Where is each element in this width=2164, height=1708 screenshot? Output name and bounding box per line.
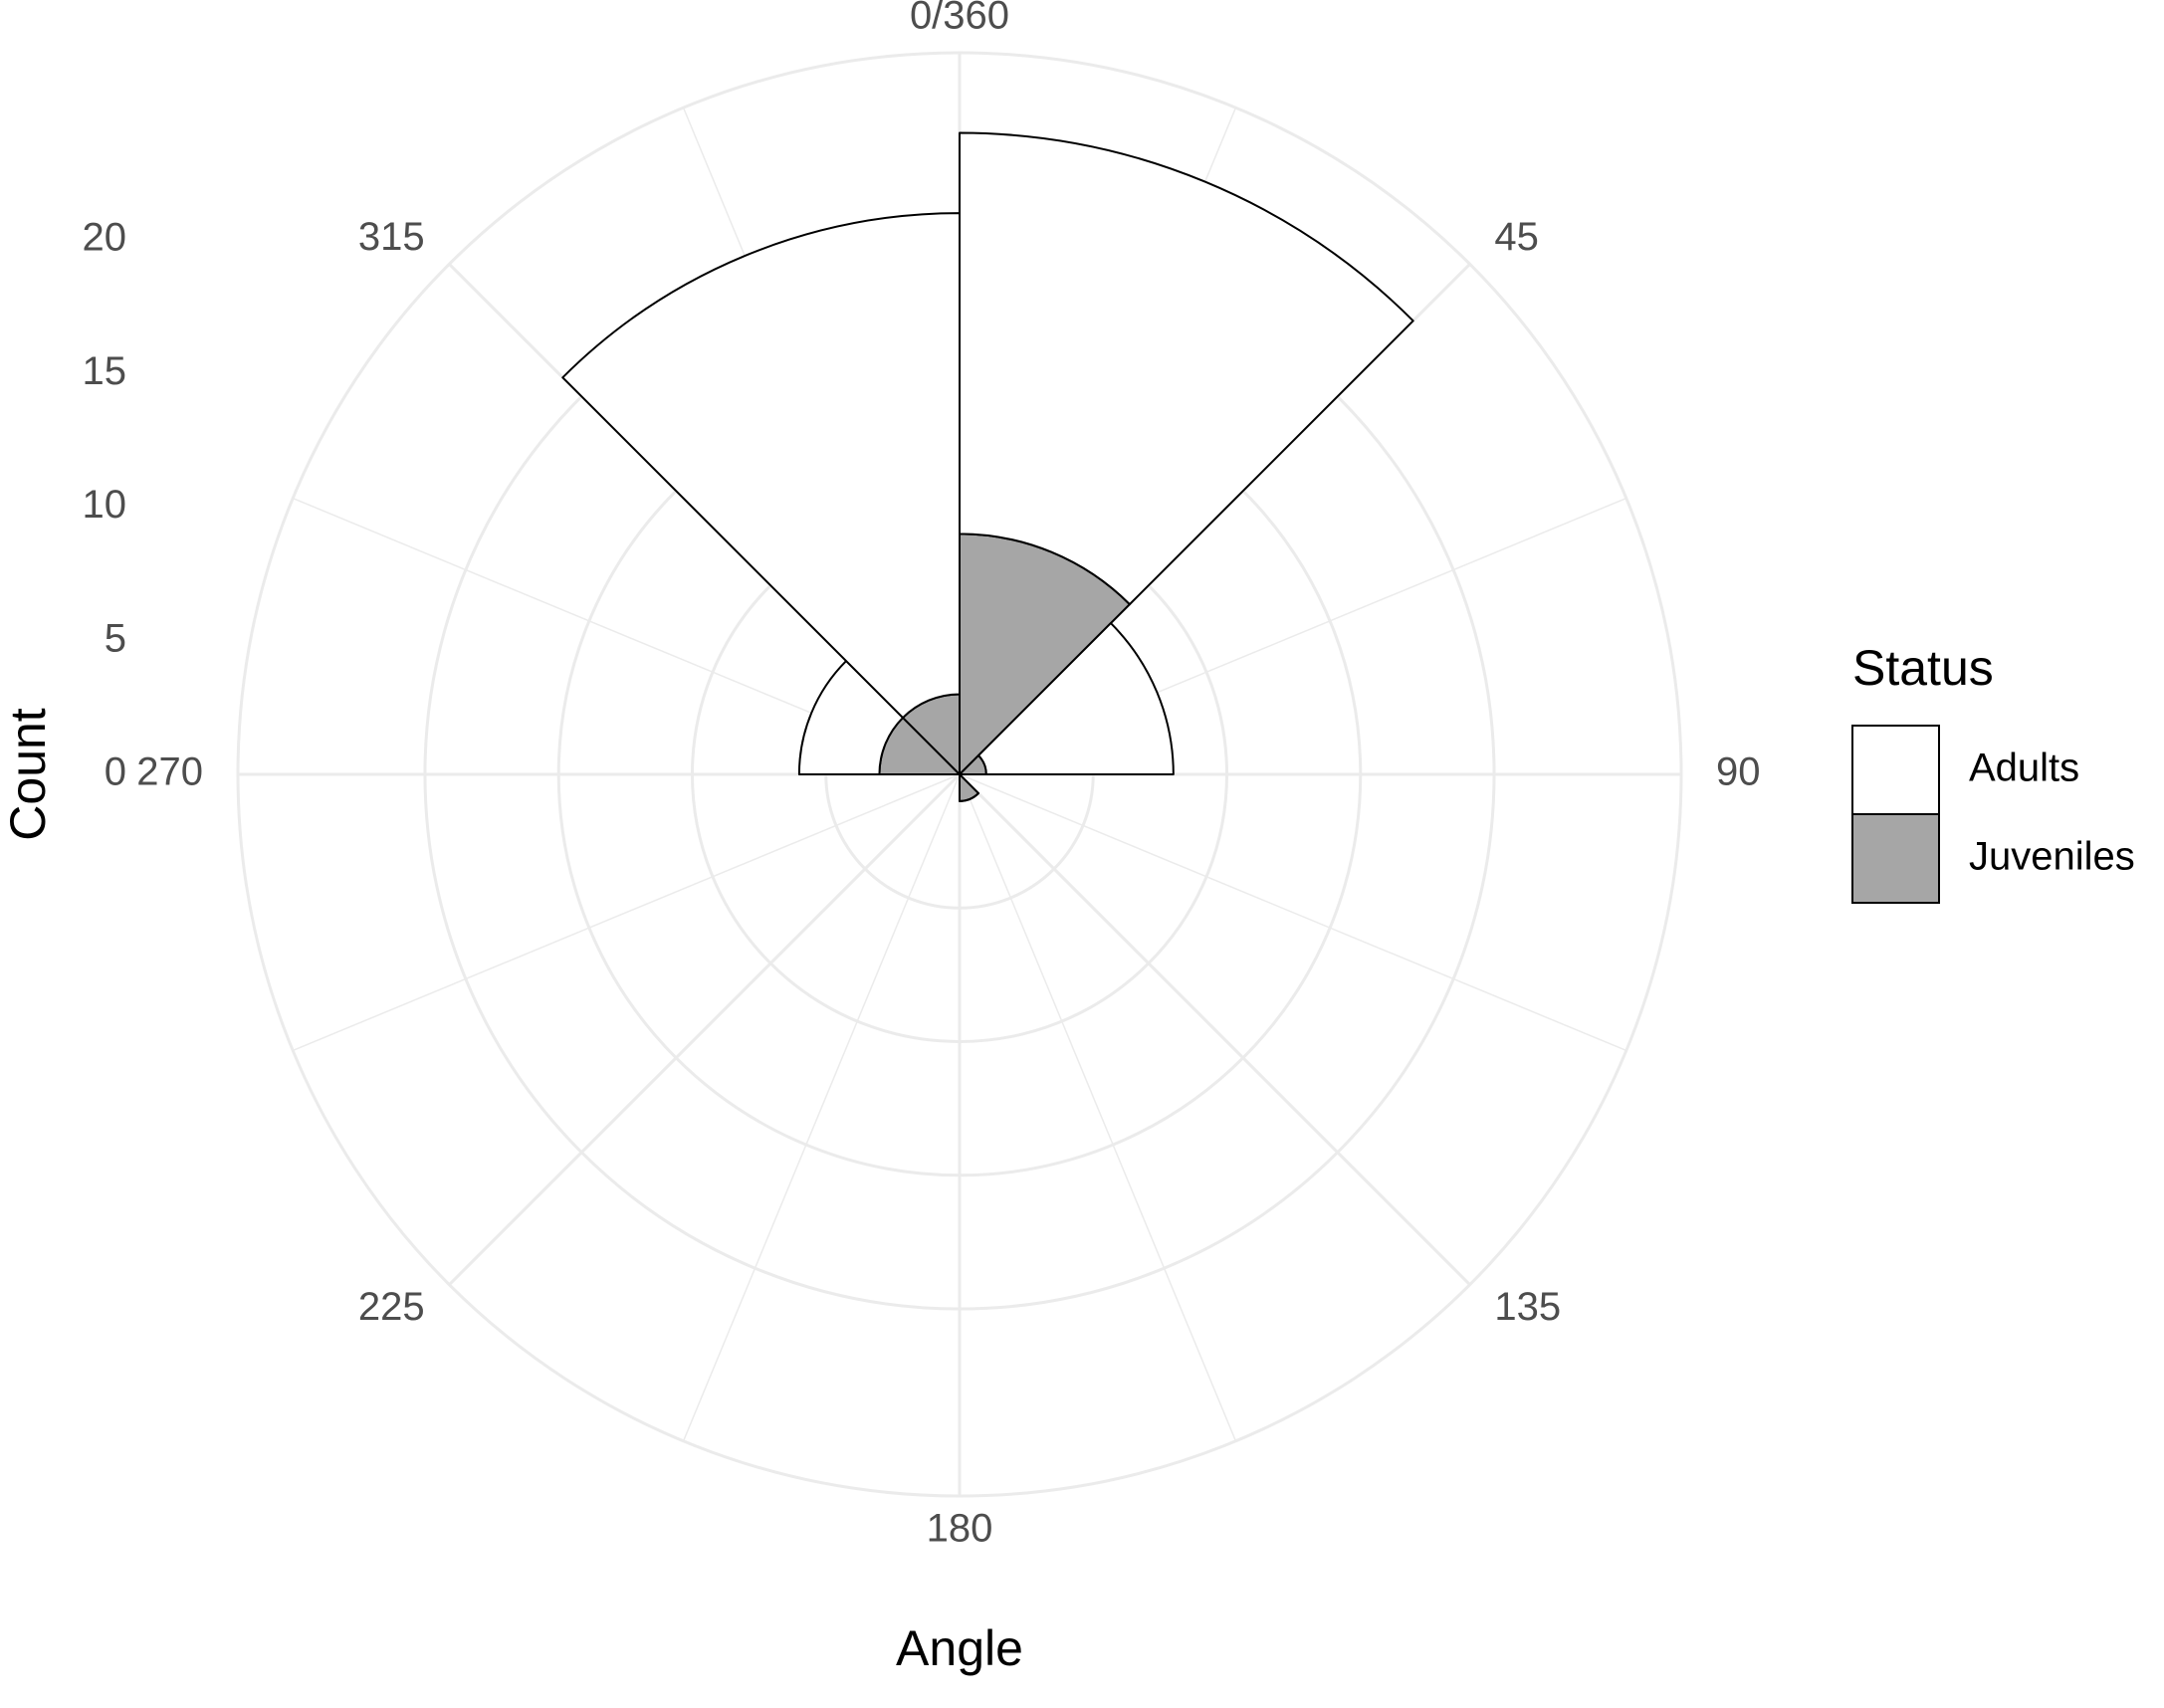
legend-label: Adults — [1969, 747, 2079, 790]
x-tick-label: 180 — [927, 1507, 993, 1551]
x-tick-label: 0/360 — [910, 0, 1009, 38]
minor-spoke — [292, 773, 961, 1052]
legend-key — [1851, 813, 1940, 904]
wedge — [561, 212, 961, 720]
marks — [561, 131, 1414, 802]
x-tick-label: 270 — [136, 750, 203, 794]
legend-key — [1851, 725, 1940, 815]
y-tick-label: 10 — [83, 483, 127, 527]
x-tick-label: 225 — [358, 1285, 425, 1329]
grid-spoke — [958, 772, 1471, 1286]
y-tick-label: 20 — [83, 216, 127, 260]
y-axis-title: Count — [0, 708, 56, 841]
y-tick-label: 0 — [105, 750, 126, 794]
grid-spoke — [448, 772, 962, 1286]
minor-spoke — [959, 773, 1627, 1052]
wedge — [976, 622, 1175, 775]
x-tick-label: 45 — [1494, 215, 1539, 259]
labels: 0 5 10 15 20 0/360 45 90 135 180 225 270 315 — [83, 0, 1761, 1551]
wedge — [959, 131, 1414, 606]
wedge — [797, 660, 905, 775]
minor-spoke — [959, 773, 1237, 1442]
x-axis-title: Angle — [896, 1620, 1023, 1676]
x-tick-label: 135 — [1494, 1285, 1561, 1329]
legend-title: Status — [1852, 640, 1994, 696]
x-tick-label: 90 — [1716, 750, 1761, 794]
y-tick-label: 15 — [83, 349, 127, 393]
legend-label: Juveniles — [1969, 835, 2135, 879]
wedge — [959, 791, 979, 802]
legend: Adults Juveniles — [1851, 725, 2135, 904]
minor-spoke — [682, 773, 961, 1442]
y-tick-label: 5 — [105, 616, 126, 660]
x-tick-label: 315 — [358, 215, 425, 259]
